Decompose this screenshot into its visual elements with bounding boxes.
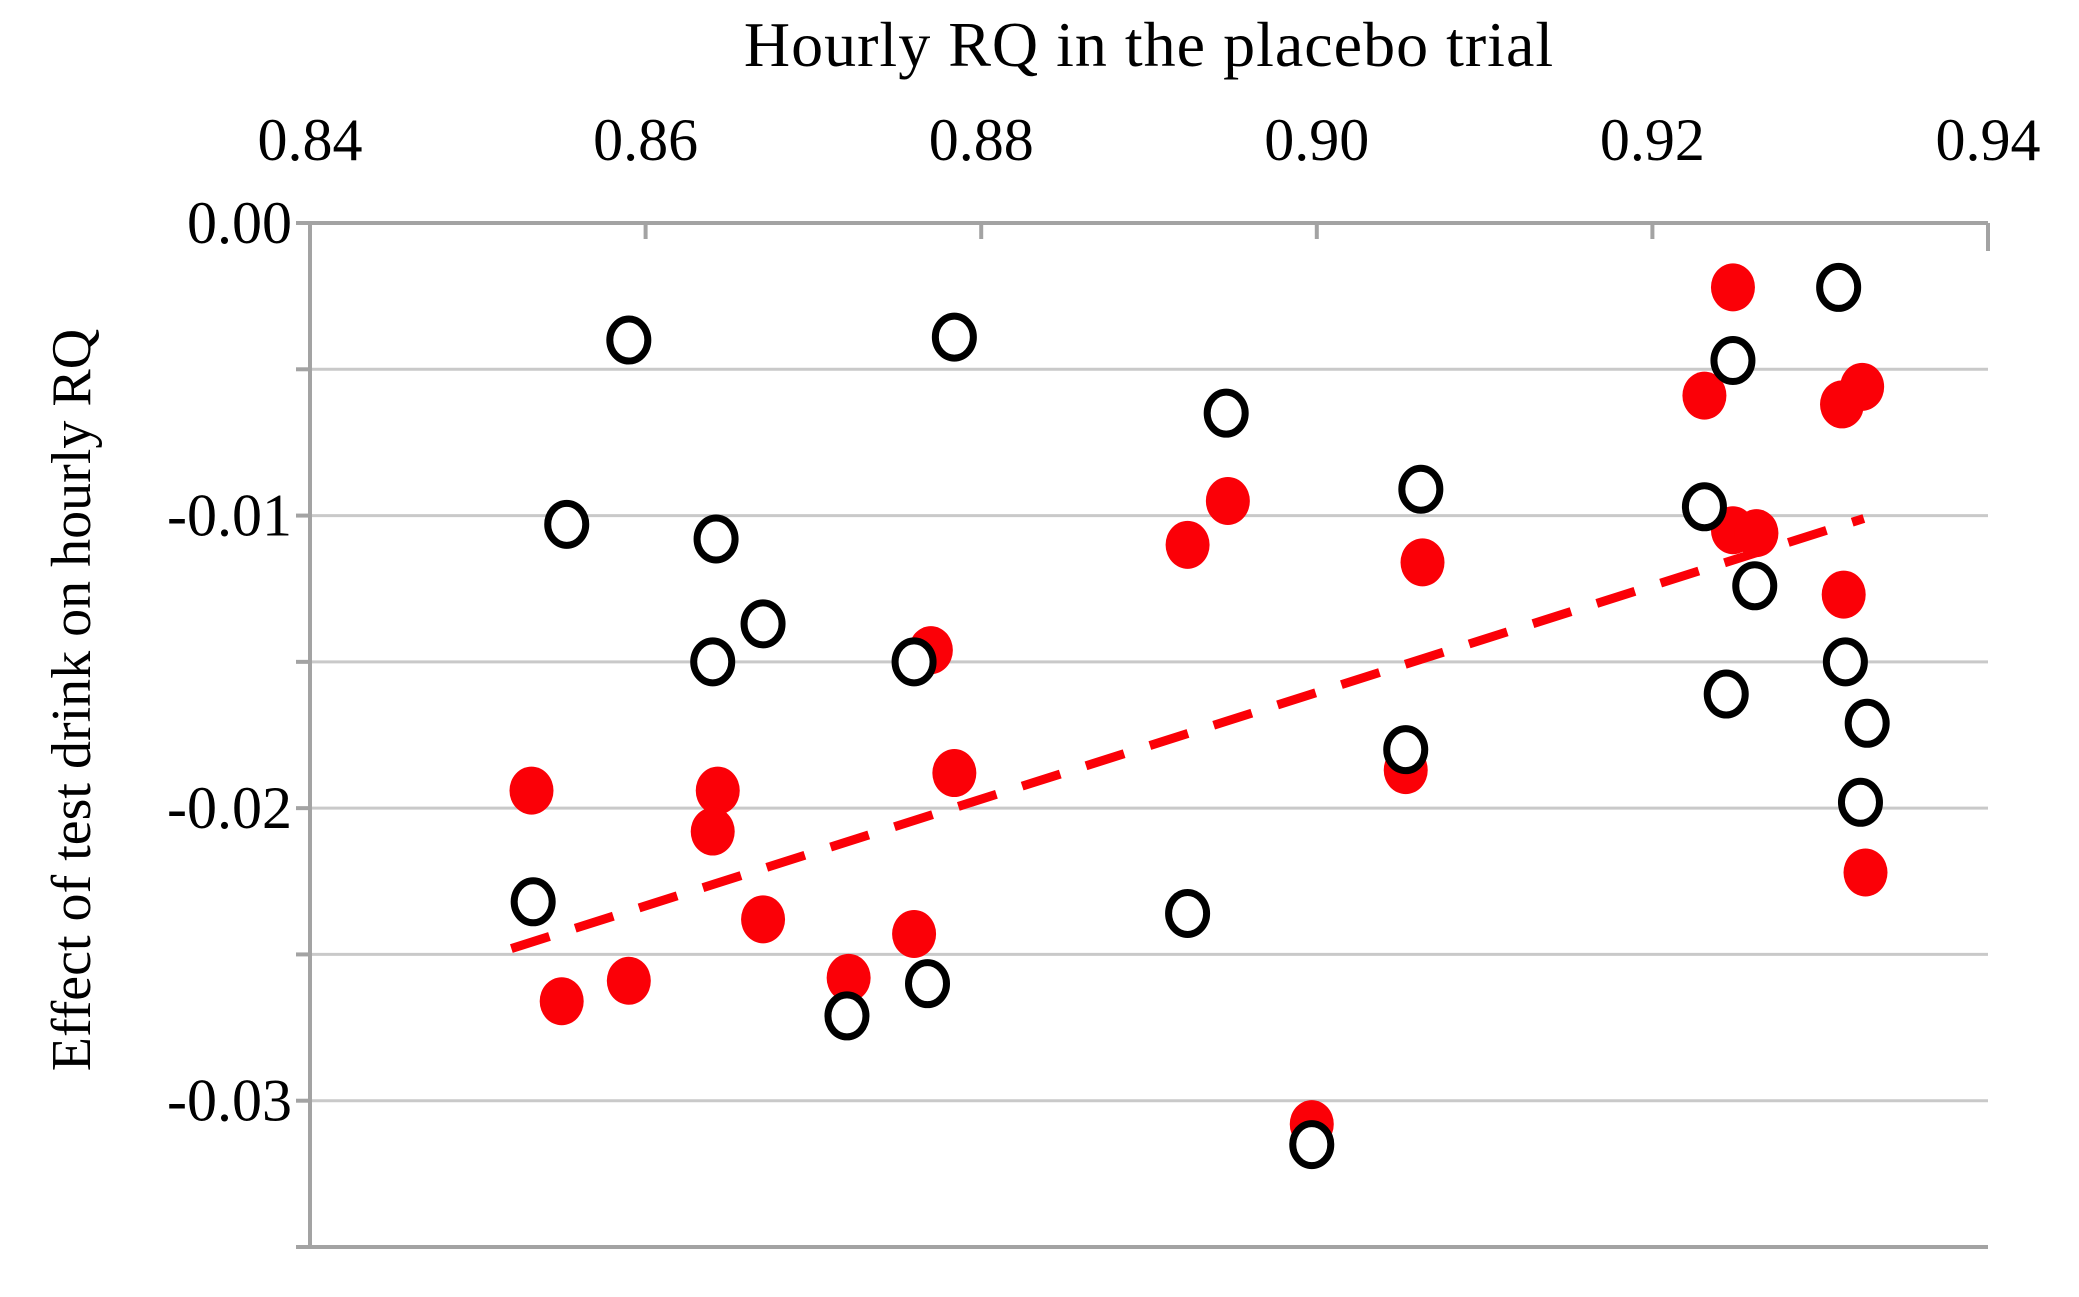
data-point-placebo-open-black [824, 991, 870, 1041]
data-point-placebo-open-black [1703, 669, 1749, 719]
data-point-placebo-open-black [905, 959, 951, 1009]
data-point-placebo-open-black [1816, 262, 1862, 312]
data-point-test-drink-filled-red [1710, 263, 1755, 312]
data-point-test-drink-filled-red [690, 807, 735, 856]
data-point-test-drink-filled-red [1682, 371, 1727, 420]
data-point-placebo-open-black [1732, 561, 1778, 611]
x-tick-label: 0.92 [1600, 107, 1705, 173]
data-point-placebo-open-black [690, 637, 736, 687]
data-point-placebo-open-black [1383, 725, 1429, 775]
data-point-test-drink-filled-red [539, 977, 584, 1026]
data-point-placebo-open-black [740, 599, 786, 649]
data-point-placebo-open-black [1165, 888, 1211, 938]
x-tick-label: 0.94 [1936, 107, 2041, 173]
data-point-placebo-open-black [544, 499, 590, 549]
x-tick-label: 0.88 [929, 107, 1034, 173]
data-point-placebo-open-black [1289, 1120, 1335, 1170]
data-point-placebo-open-black [1398, 464, 1444, 514]
data-point-placebo-open-black [1844, 698, 1890, 748]
data-point-test-drink-filled-red [1840, 362, 1885, 411]
x-tick-label: 0.84 [258, 107, 363, 173]
data-point-placebo-open-black [1837, 777, 1883, 827]
data-point-test-drink-filled-red [1821, 570, 1866, 619]
data-point-placebo-open-black [1203, 388, 1249, 438]
data-point-placebo-open-black [693, 514, 739, 564]
y-tick-label: -0.01 [167, 483, 292, 549]
data-point-placebo-open-black [931, 312, 977, 362]
data-point-test-drink-filled-red [1165, 520, 1210, 569]
y-tick-label: -0.02 [167, 775, 292, 841]
data-point-test-drink-filled-red [1400, 538, 1445, 587]
top-axis-title: Hourly RQ in the placebo trial [743, 9, 1555, 80]
data-point-test-drink-filled-red [892, 909, 937, 958]
data-point-placebo-open-black [1822, 637, 1868, 687]
data-point-placebo-open-black [606, 315, 652, 365]
data-point-placebo-open-black [891, 637, 937, 687]
data-point-test-drink-filled-red [932, 749, 977, 798]
data-point-placebo-open-black [510, 877, 556, 927]
data-point-test-drink-filled-red [695, 766, 740, 815]
data-point-test-drink-filled-red [826, 953, 871, 1002]
x-tick-label: 0.90 [1264, 107, 1369, 173]
y-tick-label: -0.03 [167, 1068, 292, 1134]
data-point-placebo-open-black [1681, 482, 1727, 532]
y-tick-label: 0.00 [187, 190, 292, 256]
data-point-test-drink-filled-red [509, 766, 554, 815]
data-point-placebo-open-black [1710, 336, 1756, 386]
data-point-test-drink-filled-red [1734, 509, 1779, 558]
data-point-test-drink-filled-red [1843, 848, 1888, 897]
data-point-test-drink-filled-red [606, 956, 651, 1005]
data-point-test-drink-filled-red [1205, 476, 1250, 525]
data-point-test-drink-filled-red [741, 895, 786, 944]
red-dashed-trendline [509, 514, 1866, 953]
x-tick-label: 0.86 [593, 107, 698, 173]
